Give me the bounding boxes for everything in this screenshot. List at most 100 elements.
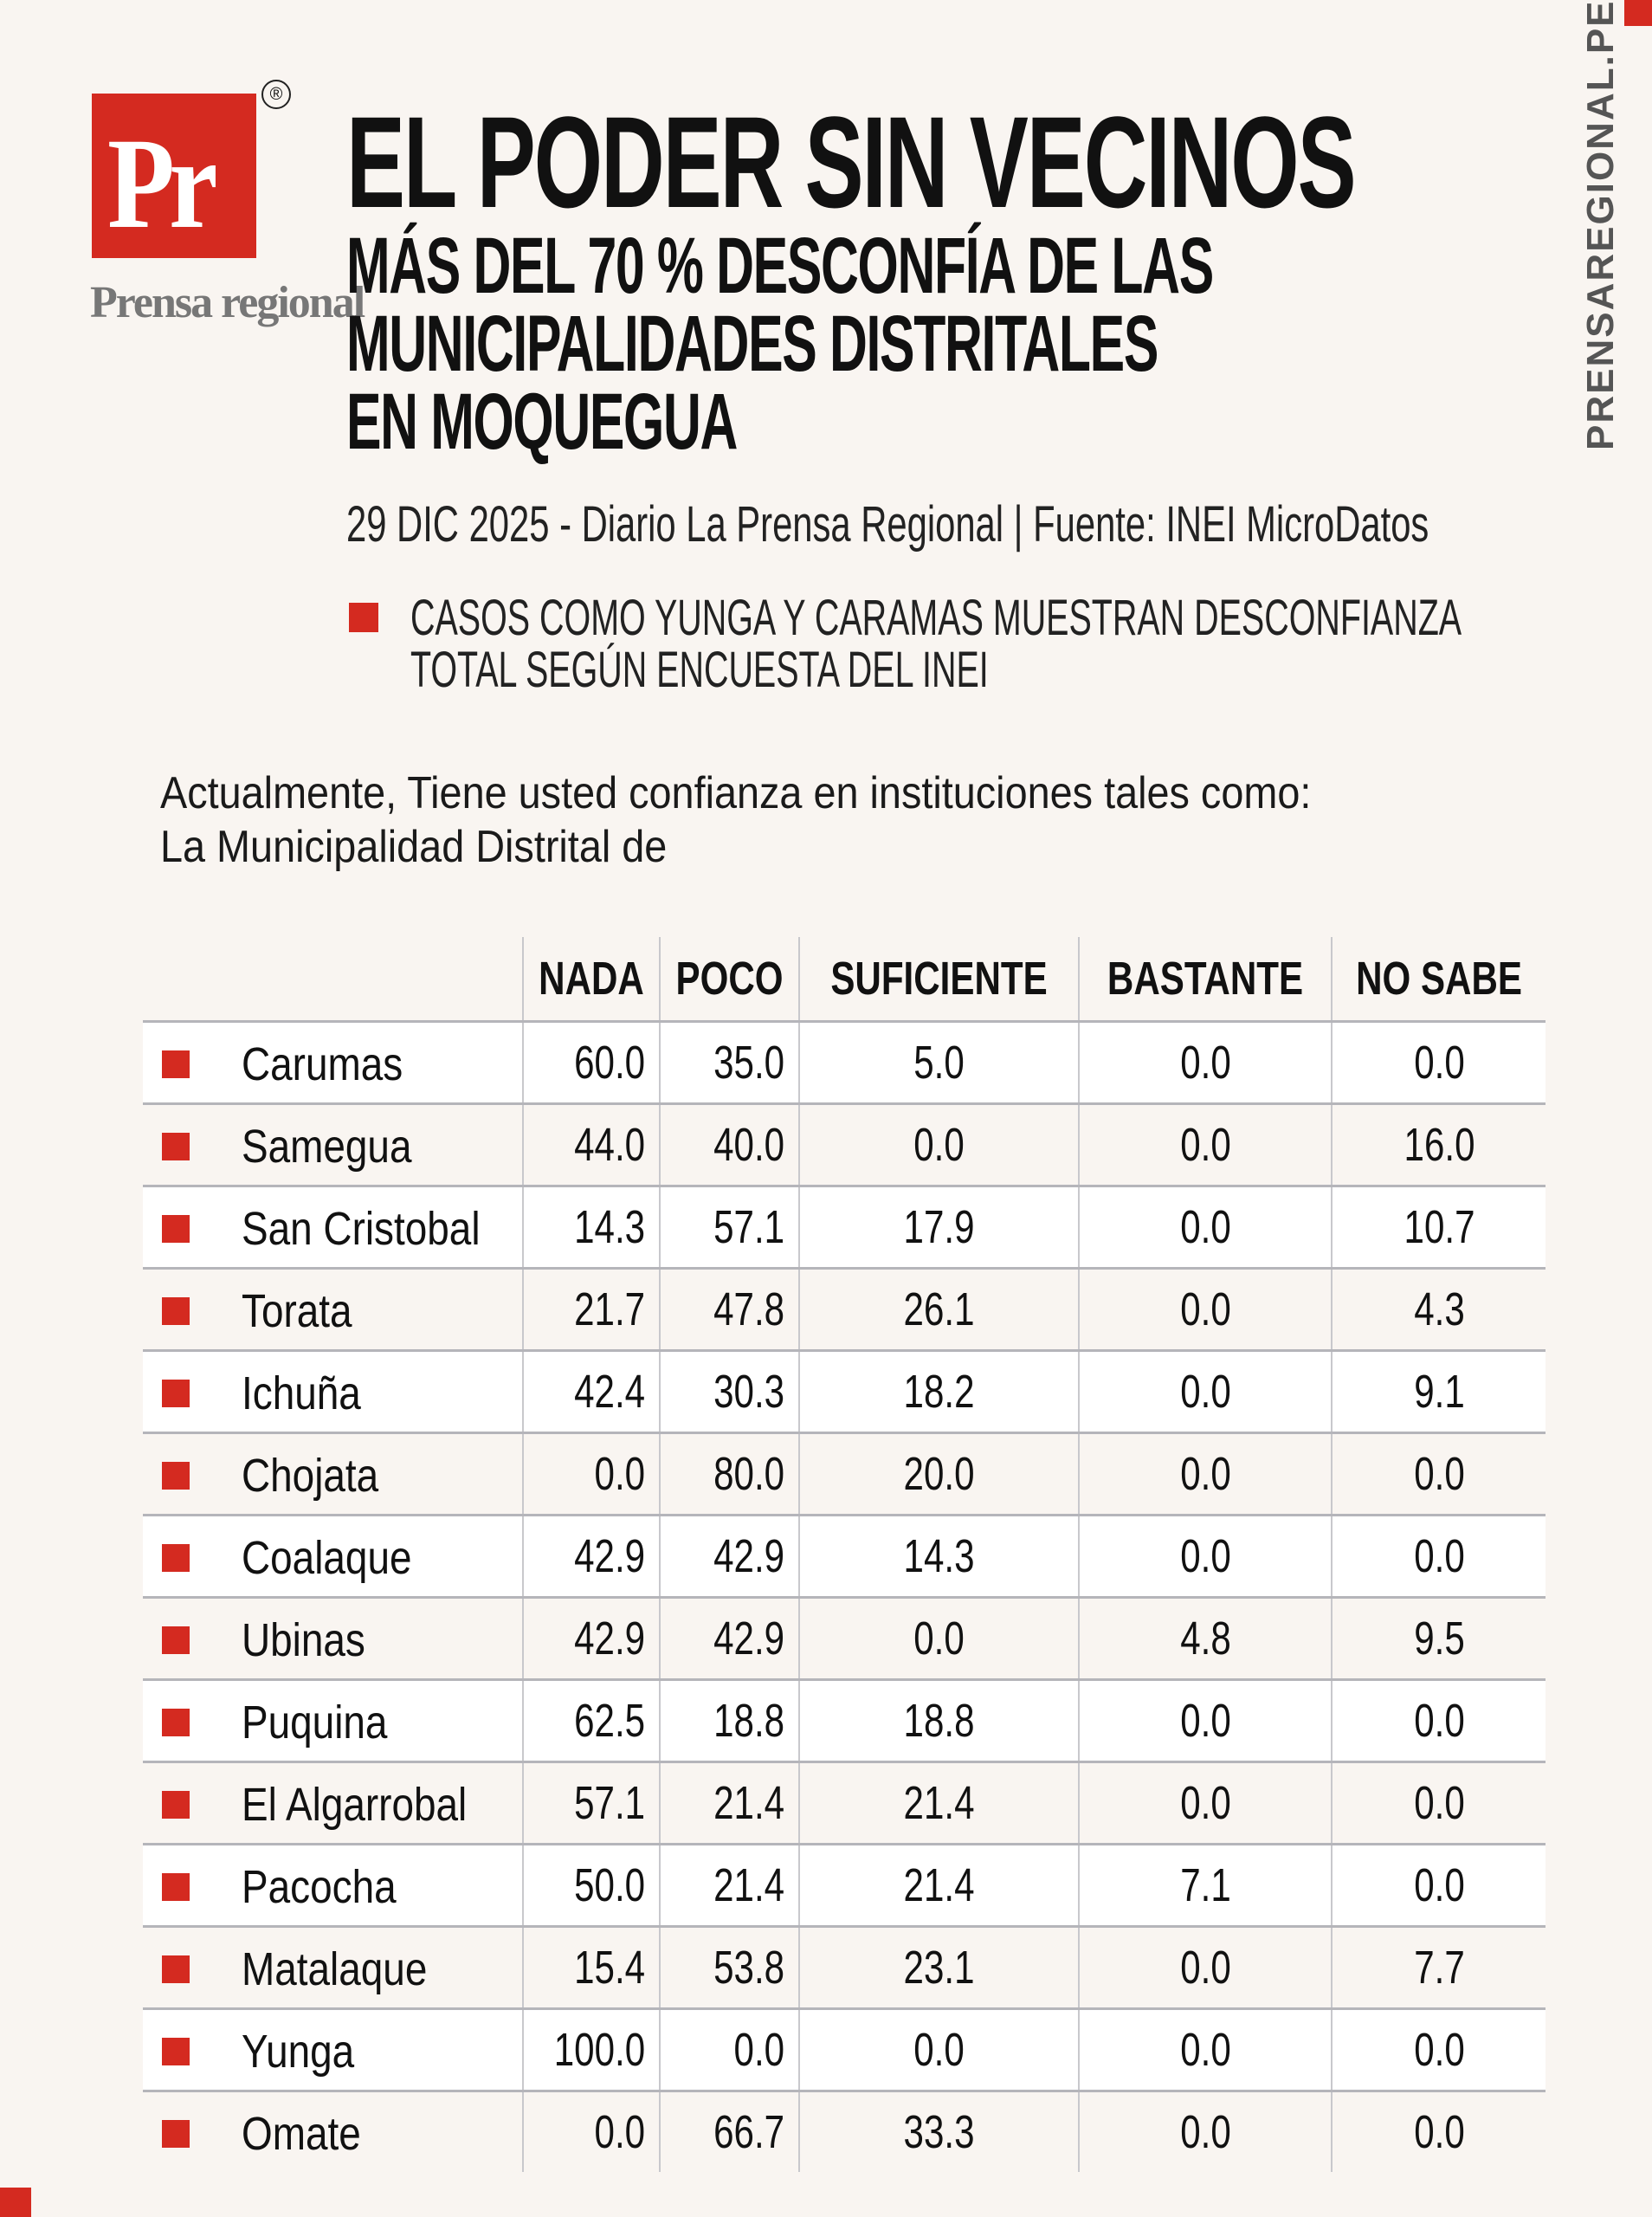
value-cell: 42.9 <box>659 1597 800 1681</box>
table-row: Coalaque 42.9 42.9 14.3 0.0 0.0 <box>143 1515 1546 1599</box>
header-empty <box>143 937 524 1023</box>
district-cell: El Algarrobal <box>143 1761 524 1845</box>
value-cell: 5.0 <box>798 1021 1080 1105</box>
district-cell: Samegua <box>143 1103 524 1187</box>
value-cell: 33.3 <box>798 2091 1080 2172</box>
bullet-square-icon <box>162 1872 190 1901</box>
district-cell: San Cristobal <box>143 1186 524 1270</box>
value-cell: 57.1 <box>659 1186 800 1270</box>
value-cell: 4.8 <box>1078 1597 1333 1681</box>
bullet-square-icon <box>162 1708 190 1736</box>
value-cell: 0.0 <box>1078 1268 1333 1352</box>
value-cell: 14.3 <box>522 1186 661 1270</box>
bullet-square-icon <box>162 1132 190 1160</box>
value-cell: 44.0 <box>522 1103 661 1187</box>
col-header: POCO <box>659 937 800 1023</box>
value-cell: 18.8 <box>659 1679 800 1763</box>
table-row: Samegua 44.0 40.0 0.0 0.0 16.0 <box>143 1103 1546 1187</box>
value-cell: 35.0 <box>659 1021 800 1105</box>
bullet-square-icon <box>162 1790 190 1819</box>
district-cell: Matalaque <box>143 1926 524 2010</box>
value-cell: 0.0 <box>798 1103 1080 1187</box>
table-row: Pacocha 50.0 21.4 21.4 7.1 0.0 <box>143 1844 1546 1928</box>
value-cell: 0.0 <box>1331 2091 1546 2172</box>
value-cell: 0.0 <box>1331 1844 1546 1928</box>
table-row: Ichuña 42.4 30.3 18.2 0.0 9.1 <box>143 1350 1546 1434</box>
value-cell: 7.7 <box>1331 1926 1546 2010</box>
value-cell: 0.0 <box>1078 1186 1333 1270</box>
col-header: NO SABE <box>1331 937 1546 1023</box>
value-cell: 21.4 <box>659 1844 800 1928</box>
value-cell: 80.0 <box>659 1432 800 1516</box>
value-cell: 0.0 <box>1078 1679 1333 1763</box>
value-cell: 47.8 <box>659 1268 800 1352</box>
value-cell: 0.0 <box>1078 1761 1333 1845</box>
registered-mark: ® <box>261 80 291 109</box>
value-cell: 9.1 <box>1331 1350 1546 1434</box>
results-table: NADA POCO SUFICIENTE BASTANTE NO SABE Ca… <box>143 937 1546 2172</box>
value-cell: 21.4 <box>798 1761 1080 1845</box>
bullet-square-icon <box>349 603 378 632</box>
corner-accent <box>0 2188 31 2217</box>
value-cell: 15.4 <box>522 1926 661 2010</box>
value-cell: 0.0 <box>798 1597 1080 1681</box>
value-cell: 100.0 <box>522 2008 661 2092</box>
website-label: PRENSAREGIONAL.PE <box>1579 0 1622 450</box>
value-cell: 30.3 <box>659 1350 800 1434</box>
col-header: SUFICIENTE <box>798 937 1080 1023</box>
table-row: San Cristobal 14.3 57.1 17.9 0.0 10.7 <box>143 1186 1546 1270</box>
value-cell: 0.0 <box>1331 1021 1546 1105</box>
value-cell: 0.0 <box>522 1432 661 1516</box>
value-cell: 42.9 <box>659 1515 800 1599</box>
bullet-text: CASOS COMO YUNGA Y CARAMAS MUESTRAN DESC… <box>410 590 1462 698</box>
bullet-square-icon <box>162 1296 190 1325</box>
table-row: Omate 0.0 66.7 33.3 0.0 0.0 <box>143 2091 1546 2172</box>
value-cell: 0.0 <box>1078 1103 1333 1187</box>
value-cell: 0.0 <box>1331 1761 1546 1845</box>
value-cell: 21.4 <box>659 1761 800 1845</box>
bullet-square-icon <box>162 1626 190 1654</box>
dateline: 29 DIC 2025 - Diario La Prensa Regional … <box>346 496 1429 553</box>
value-cell: 42.4 <box>522 1350 661 1434</box>
table-row: Chojata 0.0 80.0 20.0 0.0 0.0 <box>143 1432 1546 1516</box>
bullet-square-icon <box>162 1214 190 1243</box>
value-cell: 20.0 <box>798 1432 1080 1516</box>
page-title: EL PODER SIN VECINOS <box>346 89 1357 235</box>
table-header: NADA POCO SUFICIENTE BASTANTE NO SABE <box>143 937 1546 1023</box>
value-cell: 0.0 <box>1078 1926 1333 2010</box>
value-cell: 42.9 <box>522 1597 661 1681</box>
district-cell: Carumas <box>143 1021 524 1105</box>
value-cell: 23.1 <box>798 1926 1080 2010</box>
district-cell: Torata <box>143 1268 524 1352</box>
bullet-square-icon <box>162 1461 190 1490</box>
value-cell: 0.0 <box>1331 2008 1546 2092</box>
logo: Pr <box>92 94 256 258</box>
bullet-square-icon <box>162 1955 190 1983</box>
value-cell: 0.0 <box>1078 2008 1333 2092</box>
value-cell: 57.1 <box>522 1761 661 1845</box>
district-cell: Pacocha <box>143 1844 524 1928</box>
logo-letters: Pr <box>107 112 218 255</box>
value-cell: 14.3 <box>798 1515 1080 1599</box>
value-cell: 21.4 <box>798 1844 1080 1928</box>
bullet-square-icon <box>162 2119 190 2148</box>
table-row: Puquina 62.5 18.8 18.8 0.0 0.0 <box>143 1679 1546 1763</box>
district-cell: Ichuña <box>143 1350 524 1434</box>
table-row: Carumas 60.0 35.0 5.0 0.0 0.0 <box>143 1021 1546 1105</box>
value-cell: 10.7 <box>1331 1186 1546 1270</box>
value-cell: 0.0 <box>1331 1432 1546 1516</box>
value-cell: 0.0 <box>1331 1679 1546 1763</box>
district-cell: Ubinas <box>143 1597 524 1681</box>
value-cell: 7.1 <box>1078 1844 1333 1928</box>
bullet-square-icon <box>162 2037 190 2065</box>
value-cell: 16.0 <box>1331 1103 1546 1187</box>
value-cell: 60.0 <box>522 1021 661 1105</box>
value-cell: 0.0 <box>1331 1515 1546 1599</box>
value-cell: 18.2 <box>798 1350 1080 1434</box>
value-cell: 40.0 <box>659 1103 800 1187</box>
value-cell: 66.7 <box>659 2091 800 2172</box>
table-row: Matalaque 15.4 53.8 23.1 0.0 7.7 <box>143 1926 1546 2010</box>
value-cell: 18.8 <box>798 1679 1080 1763</box>
corner-accent <box>1624 0 1652 26</box>
col-header: NADA <box>522 937 661 1023</box>
